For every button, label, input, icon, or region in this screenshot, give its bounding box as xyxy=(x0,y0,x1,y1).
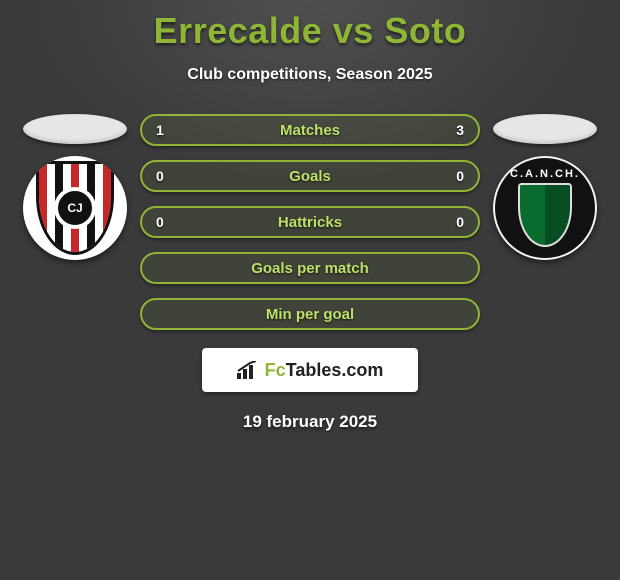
stat-row-goals: 0 Goals 0 xyxy=(140,160,480,192)
stat-label: Matches xyxy=(280,122,340,139)
comparison-panel: CJ 1 Matches 3 0 Goals 0 0 Hattricks 0 G… xyxy=(0,114,620,330)
stat-left-value: 1 xyxy=(156,122,180,138)
stat-left-value: 0 xyxy=(156,168,180,184)
stat-right-value: 0 xyxy=(440,168,464,184)
stats-list: 1 Matches 3 0 Goals 0 0 Hattricks 0 Goal… xyxy=(140,114,480,330)
date-text: 19 february 2025 xyxy=(0,412,620,432)
stat-right-value: 3 xyxy=(440,122,464,138)
stat-left-value: 0 xyxy=(156,214,180,230)
chart-icon xyxy=(237,361,259,379)
team-badge-left: CJ xyxy=(23,156,127,260)
badge-right-arc-text: C.A.N.CH. xyxy=(510,168,580,180)
page-title: Errecalde vs Soto xyxy=(0,0,620,52)
player-left-column: CJ xyxy=(20,114,130,260)
branding-prefix: Fc xyxy=(265,360,286,380)
player-right-oval xyxy=(493,114,597,144)
badge-right-shield xyxy=(518,183,572,247)
branding-main: Tables xyxy=(286,360,342,380)
player-right-column: C.A.N.CH. xyxy=(490,114,600,260)
branding-suffix: .com xyxy=(341,360,383,380)
stat-label: Goals xyxy=(289,168,331,185)
stat-label: Min per goal xyxy=(266,306,354,323)
stat-label: Goals per match xyxy=(251,260,369,277)
badge-left-monogram: CJ xyxy=(54,187,96,229)
badge-right-ring: C.A.N.CH. xyxy=(495,158,595,258)
stat-label: Hattricks xyxy=(278,214,342,231)
stat-row-min-per-goal: Min per goal xyxy=(140,298,480,330)
stat-row-hattricks: 0 Hattricks 0 xyxy=(140,206,480,238)
stat-row-goals-per-match: Goals per match xyxy=(140,252,480,284)
subtitle: Club competitions, Season 2025 xyxy=(0,66,620,84)
player-left-oval xyxy=(23,114,127,144)
stat-right-value: 0 xyxy=(440,214,464,230)
branding-link[interactable]: FcTables.com xyxy=(202,348,418,392)
branding-text: FcTables.com xyxy=(265,360,384,381)
team-badge-right: C.A.N.CH. xyxy=(493,156,597,260)
content-wrapper: Errecalde vs Soto Club competitions, Sea… xyxy=(0,0,620,432)
stat-row-matches: 1 Matches 3 xyxy=(140,114,480,146)
